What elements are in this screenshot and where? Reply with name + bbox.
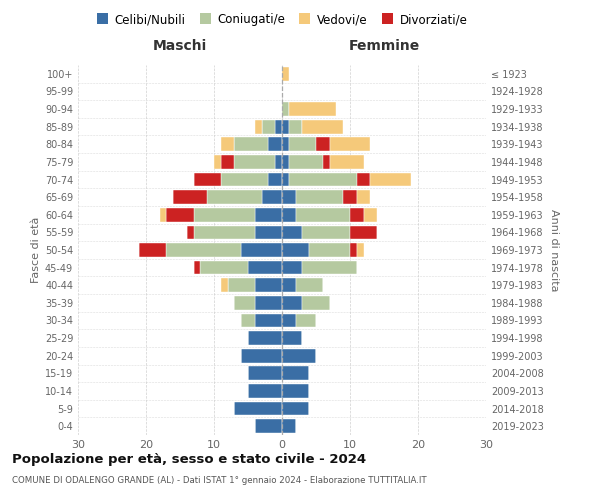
Bar bbox=[221, 155, 235, 169]
Bar bbox=[241, 349, 282, 362]
Bar bbox=[235, 138, 268, 151]
Bar bbox=[282, 296, 302, 310]
Bar bbox=[350, 226, 377, 239]
Bar bbox=[289, 120, 302, 134]
Bar bbox=[241, 314, 255, 328]
Y-axis label: Fasce di età: Fasce di età bbox=[31, 217, 41, 283]
Bar bbox=[221, 278, 227, 292]
Bar bbox=[255, 120, 262, 134]
Bar bbox=[289, 138, 316, 151]
Bar bbox=[282, 208, 296, 222]
Bar bbox=[282, 138, 289, 151]
Bar bbox=[282, 314, 296, 328]
Bar bbox=[214, 155, 221, 169]
Bar bbox=[255, 296, 282, 310]
Bar bbox=[282, 155, 289, 169]
Bar bbox=[302, 296, 329, 310]
Bar bbox=[309, 243, 350, 257]
Bar bbox=[282, 67, 289, 80]
Bar bbox=[139, 243, 166, 257]
Bar bbox=[248, 384, 282, 398]
Bar bbox=[255, 420, 282, 433]
Bar bbox=[282, 226, 302, 239]
Bar bbox=[282, 190, 296, 204]
Bar bbox=[296, 314, 316, 328]
Bar bbox=[289, 102, 337, 116]
Bar bbox=[350, 243, 357, 257]
Legend: Celibi/Nubili, Coniugati/e, Vedovi/e, Divorziati/e: Celibi/Nubili, Coniugati/e, Vedovi/e, Di… bbox=[92, 8, 472, 31]
Bar bbox=[329, 138, 370, 151]
Text: Popolazione per età, sesso e stato civile - 2024: Popolazione per età, sesso e stato civil… bbox=[12, 452, 366, 466]
Bar bbox=[289, 155, 323, 169]
Bar bbox=[282, 420, 296, 433]
Bar bbox=[194, 172, 221, 186]
Bar bbox=[255, 208, 282, 222]
Bar bbox=[302, 226, 350, 239]
Bar bbox=[282, 172, 289, 186]
Bar bbox=[282, 243, 309, 257]
Bar bbox=[187, 226, 194, 239]
Bar bbox=[282, 120, 289, 134]
Bar bbox=[268, 138, 282, 151]
Bar bbox=[296, 208, 350, 222]
Bar bbox=[166, 243, 241, 257]
Bar bbox=[173, 190, 207, 204]
Bar bbox=[166, 208, 194, 222]
Bar bbox=[282, 384, 309, 398]
Bar bbox=[282, 402, 309, 415]
Bar bbox=[357, 190, 370, 204]
Bar bbox=[364, 208, 377, 222]
Bar bbox=[194, 208, 255, 222]
Bar bbox=[235, 155, 275, 169]
Bar bbox=[160, 208, 166, 222]
Bar bbox=[241, 243, 282, 257]
Bar bbox=[357, 243, 364, 257]
Bar bbox=[296, 278, 323, 292]
Bar bbox=[302, 120, 343, 134]
Bar bbox=[275, 120, 282, 134]
Bar bbox=[370, 172, 411, 186]
Bar bbox=[255, 226, 282, 239]
Bar bbox=[248, 366, 282, 380]
Text: Femmine: Femmine bbox=[349, 38, 419, 52]
Bar bbox=[194, 260, 200, 274]
Bar bbox=[343, 190, 357, 204]
Bar bbox=[248, 331, 282, 345]
Bar bbox=[282, 278, 296, 292]
Bar bbox=[221, 138, 235, 151]
Bar bbox=[350, 208, 364, 222]
Bar bbox=[235, 296, 255, 310]
Bar bbox=[282, 366, 309, 380]
Bar bbox=[282, 260, 302, 274]
Bar bbox=[289, 172, 357, 186]
Bar bbox=[207, 190, 262, 204]
Bar bbox=[282, 349, 316, 362]
Bar bbox=[296, 190, 343, 204]
Bar bbox=[255, 314, 282, 328]
Bar bbox=[275, 155, 282, 169]
Bar bbox=[302, 260, 357, 274]
Bar bbox=[268, 172, 282, 186]
Text: Maschi: Maschi bbox=[153, 38, 207, 52]
Bar bbox=[255, 278, 282, 292]
Bar bbox=[316, 138, 329, 151]
Bar bbox=[248, 260, 282, 274]
Bar bbox=[282, 331, 302, 345]
Bar bbox=[282, 102, 289, 116]
Bar bbox=[323, 155, 329, 169]
Bar bbox=[227, 278, 255, 292]
Bar bbox=[235, 402, 282, 415]
Text: COMUNE DI ODALENGO GRANDE (AL) - Dati ISTAT 1° gennaio 2024 - Elaborazione TUTTI: COMUNE DI ODALENGO GRANDE (AL) - Dati IS… bbox=[12, 476, 427, 485]
Bar bbox=[194, 226, 255, 239]
Bar bbox=[329, 155, 364, 169]
Bar bbox=[357, 172, 370, 186]
Y-axis label: Anni di nascita: Anni di nascita bbox=[549, 209, 559, 291]
Bar bbox=[262, 120, 275, 134]
Bar bbox=[221, 172, 268, 186]
Bar bbox=[200, 260, 248, 274]
Bar bbox=[262, 190, 282, 204]
